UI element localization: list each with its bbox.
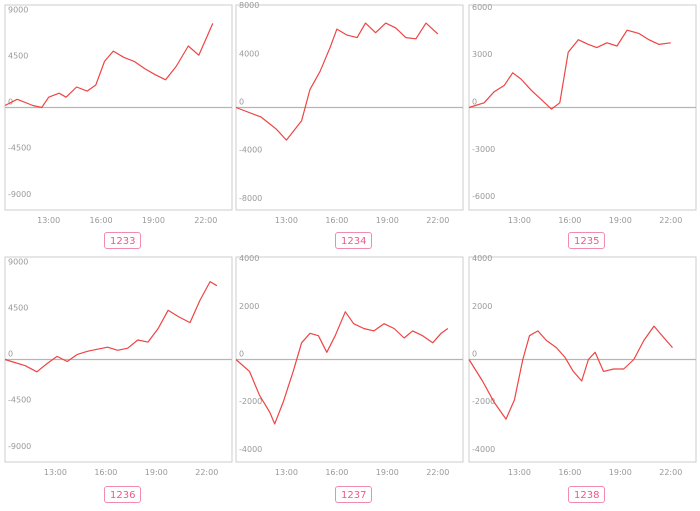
x-tick-label: 13:00: [275, 468, 298, 477]
y-tick-label: -4000: [472, 445, 495, 454]
y-tick-label: 2000: [239, 302, 259, 311]
y-tick-label: -9000: [8, 190, 31, 199]
y-tick-label: -8000: [239, 194, 262, 203]
y-tick-label: -2000: [239, 397, 262, 406]
series-line: [235, 311, 449, 425]
series-line: [468, 325, 673, 420]
x-tick-label: 16:00: [558, 468, 581, 477]
y-tick-label: -6000: [472, 192, 495, 201]
y-tick-label: 0: [8, 98, 13, 107]
x-tick-label: 19:00: [376, 216, 399, 225]
x-tick-label: 16:00: [90, 216, 113, 225]
chart-button-1233[interactable]: 1233: [104, 232, 142, 249]
y-tick-label: -3000: [472, 145, 495, 154]
series-line: [4, 23, 214, 109]
x-tick-label: 19:00: [609, 216, 632, 225]
chart-button-1237[interactable]: 1237: [335, 486, 373, 503]
y-tick-label: 4000: [239, 49, 259, 58]
y-tick-label: 8000: [239, 1, 259, 10]
line-chart-1237: 4000 2000 0 -2000 -4000 13:00 16:00 19:00 22:00: [235, 254, 464, 477]
y-tick-label: 6000: [472, 3, 492, 12]
y-tick-label: 0: [8, 350, 13, 359]
x-tick-label: 16:00: [325, 216, 348, 225]
line-chart-1235: 6000 3000 0 -3000 -6000 13:00 16:00 19:00 22:00: [468, 3, 697, 225]
chart-panel-1237: 4000 2000 0 -2000 -4000 13:00 16:00 19:00 22:00: [235, 254, 464, 477]
chart-panel-1238: 4000 2000 0 -2000 -4000 13:00 16:00 19:00 22:00: [468, 254, 697, 477]
x-tick-label: 19:00: [142, 216, 165, 225]
x-tick-label: 13:00: [275, 216, 298, 225]
y-tick-label: 4500: [8, 51, 28, 60]
y-tick-label: -4000: [239, 445, 262, 454]
x-tick-label: 13:00: [44, 468, 67, 477]
chart-panel-1235: 6000 3000 0 -3000 -6000 13:00 16:00 19:00 22:00: [468, 3, 697, 225]
y-tick-label: 0: [472, 98, 477, 107]
line-chart-1233: 9000 4500 0 -4500 -9000 13:00 16:00 19:00 22:00: [4, 4, 233, 225]
chart-panel-1233: 9000 4500 0 -4500 -9000 13:00 16:00 19:00 22:00: [4, 4, 233, 225]
series-line: [235, 22, 439, 141]
series-line: [468, 29, 671, 110]
y-tick-label: 0: [239, 350, 244, 359]
x-tick-label: 16:00: [94, 468, 117, 477]
chart-button-1236[interactable]: 1236: [104, 486, 142, 503]
y-tick-label: 0: [472, 350, 477, 359]
chart-button-1238[interactable]: 1238: [568, 486, 606, 503]
x-tick-label: 13:00: [508, 468, 531, 477]
x-tick-label: 16:00: [558, 216, 581, 225]
y-tick-label: 2000: [472, 302, 492, 311]
chart-button-1234[interactable]: 1234: [335, 232, 373, 249]
y-tick-label: 4500: [8, 303, 28, 312]
x-tick-label: 22:00: [426, 216, 449, 225]
line-chart-1234: 8000 4000 0 -4000 -8000 13:00 16:00 19:00 22:00: [235, 1, 464, 225]
x-tick-label: 22:00: [659, 468, 682, 477]
chart-panel-1236: 9000 4500 0 -4500 -9000 13:00 16:00 19:00 22:00: [4, 256, 233, 477]
y-tick-label: 0: [239, 98, 244, 107]
x-tick-label: 22:00: [194, 216, 217, 225]
y-tick-label: -2000: [472, 397, 495, 406]
line-chart-1236: 9000 4500 0 -4500 -9000 13:00 16:00 19:00 22:00: [4, 256, 233, 477]
x-tick-label: 22:00: [195, 468, 218, 477]
x-tick-label: 19:00: [376, 468, 399, 477]
x-tick-label: 19:00: [145, 468, 168, 477]
y-tick-label: 4000: [239, 254, 259, 263]
y-tick-label: -4000: [239, 146, 262, 155]
y-tick-label: 9000: [8, 257, 28, 266]
chart-button-1235[interactable]: 1235: [568, 232, 606, 249]
y-tick-label: 9000: [8, 5, 28, 14]
y-tick-label: -4500: [8, 396, 31, 405]
y-tick-label: 3000: [472, 50, 492, 59]
y-tick-label: -9000: [8, 442, 31, 451]
x-tick-label: 22:00: [659, 216, 682, 225]
chart-panel-1234: 8000 4000 0 -4000 -8000 13:00 16:00 19:00 22:00: [235, 1, 464, 225]
x-tick-label: 13:00: [508, 216, 531, 225]
y-tick-label: 4000: [472, 254, 492, 263]
y-tick-label: -4500: [8, 144, 31, 153]
x-tick-label: 16:00: [325, 468, 348, 477]
series-line: [4, 281, 218, 373]
line-chart-1238: 4000 2000 0 -2000 -4000 13:00 16:00 19:00 22:00: [468, 254, 697, 477]
x-tick-label: 19:00: [609, 468, 632, 477]
x-tick-label: 22:00: [426, 468, 449, 477]
x-tick-label: 13:00: [37, 216, 60, 225]
